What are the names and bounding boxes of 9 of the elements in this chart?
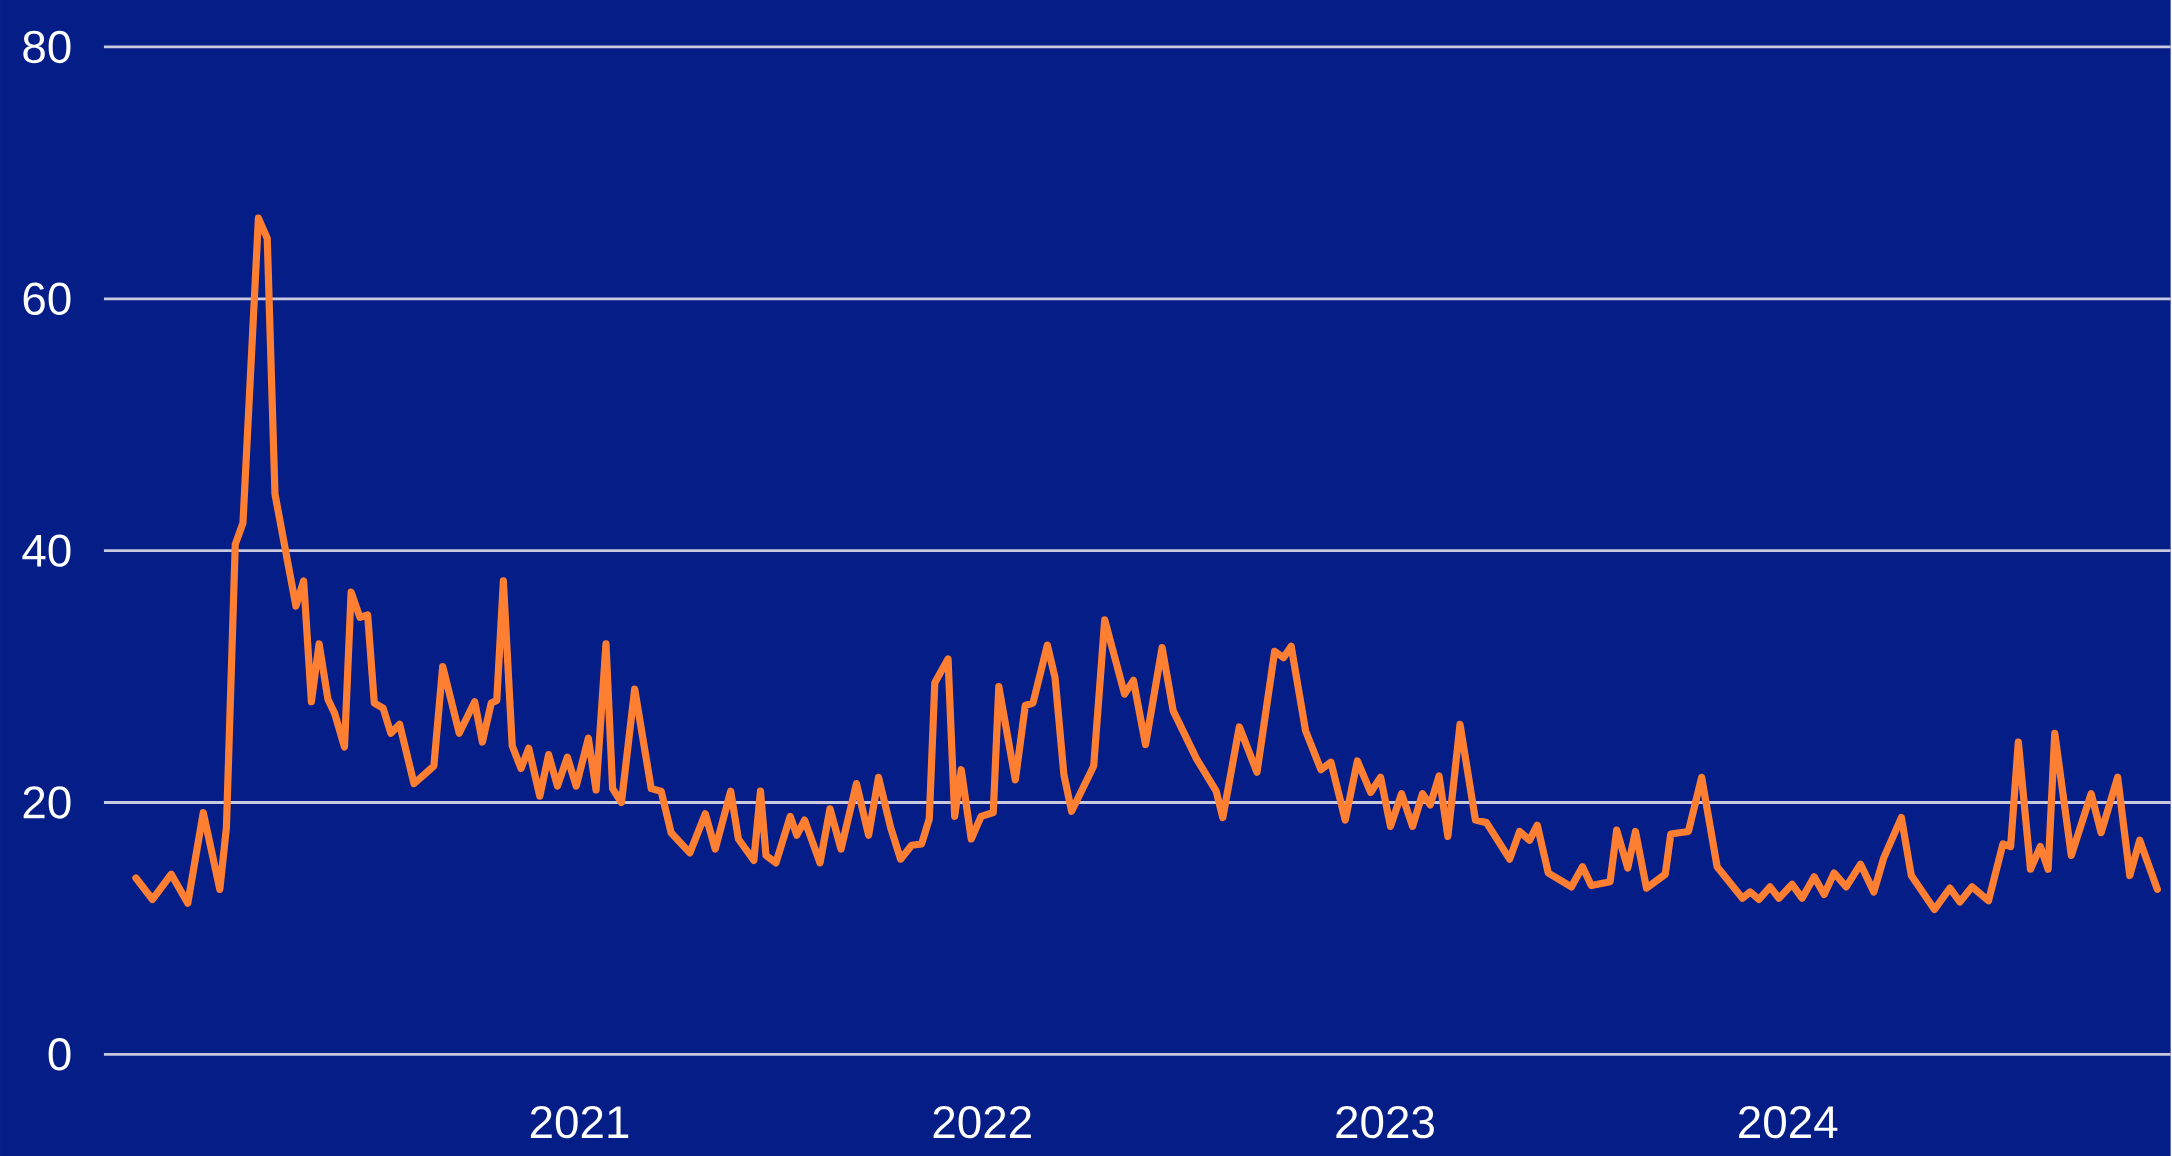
x-tick-label: 2023 (1336, 1105, 1434, 1139)
y-tick-label: 60 (23, 282, 71, 315)
y-tick-label: 0 (48, 1037, 71, 1071)
x-tick-label: 2024 (1739, 1105, 1838, 1139)
y-tick-label: 40 (22, 534, 71, 567)
y-tick-label: 80 (23, 30, 71, 64)
y-tick-label: 20 (23, 786, 71, 819)
x-tick-label: 2022 (933, 1105, 1031, 1139)
x-tick-label: 2021 (530, 1105, 629, 1139)
